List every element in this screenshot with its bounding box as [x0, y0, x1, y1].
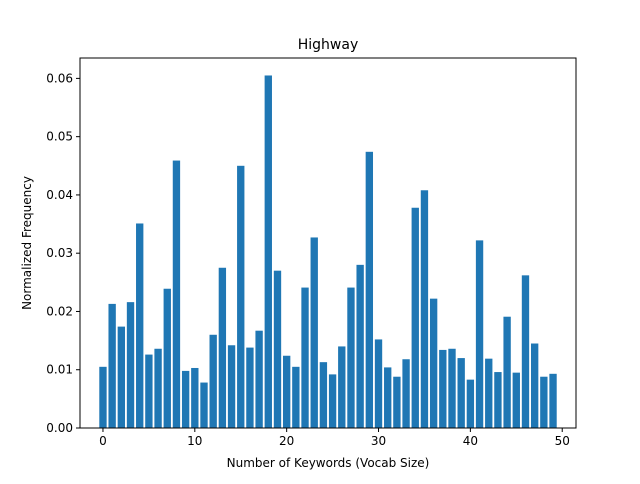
bar-11	[200, 382, 208, 428]
bar-42	[485, 358, 493, 428]
bar-19	[273, 270, 282, 428]
bar-31	[384, 367, 392, 428]
bar-3	[126, 302, 135, 428]
bar-12	[209, 334, 217, 428]
bar-22	[301, 287, 309, 428]
x-tick-label: 40	[463, 434, 478, 448]
y-tick-label: 0.03	[46, 246, 73, 260]
y-tick-label: 0.02	[46, 304, 73, 318]
bar-39	[457, 358, 465, 428]
y-tick-label: 0.05	[46, 130, 73, 144]
bar-40	[466, 379, 475, 428]
bar-48	[540, 376, 548, 428]
bar-6	[154, 348, 162, 428]
plot-frame	[79, 57, 577, 429]
bar-47	[530, 343, 539, 428]
bar-44	[503, 316, 511, 428]
bar-2	[117, 326, 126, 428]
bar-4	[136, 223, 144, 428]
bar-15	[237, 165, 245, 429]
bar-14	[227, 345, 236, 428]
y-tick-label: 0.01	[46, 363, 73, 377]
x-tick-label: 50	[555, 434, 570, 448]
y-tick-label: 0.04	[46, 188, 73, 202]
bar-38	[448, 348, 456, 428]
bar-28	[356, 264, 364, 428]
bar-36	[429, 298, 438, 428]
bar-29	[365, 151, 374, 428]
bar-30	[374, 339, 383, 428]
bar-33	[402, 359, 410, 428]
bar-25	[328, 374, 337, 428]
x-tick-label: 0	[99, 434, 107, 448]
bar-13	[218, 267, 227, 428]
bar-46	[521, 275, 530, 428]
bar-20	[282, 355, 291, 428]
bar-18	[264, 75, 272, 428]
chart-title: Highway	[298, 37, 359, 53]
bar-27	[347, 287, 355, 428]
bar-24	[319, 362, 328, 428]
bar-16	[246, 347, 254, 428]
bar-5	[145, 354, 153, 428]
bar-1	[108, 303, 116, 428]
bar-0	[99, 366, 107, 428]
bar-41	[475, 240, 484, 428]
bar-37	[439, 349, 447, 428]
bars-layer	[99, 75, 557, 429]
bar-17	[255, 330, 263, 428]
y-axis-label: Normalized Frequency	[20, 176, 34, 310]
x-axis-label: Number of Keywords (Vocab Size)	[227, 456, 430, 470]
bar-45	[512, 372, 520, 428]
x-tick-label: 20	[279, 434, 294, 448]
bar-26	[338, 346, 346, 428]
bar-10	[191, 367, 199, 428]
bar-7	[163, 288, 171, 428]
x-tick-label: 10	[187, 434, 202, 448]
bar-49	[549, 373, 557, 428]
bar-21	[292, 366, 300, 428]
ticks-layer: 0 10 20 30 40 50 0.00 0.01 0.02 0.03 0.04 0.05 0.06	[46, 71, 570, 448]
bar-43	[494, 372, 502, 428]
y-tick-label: 0.06	[46, 71, 73, 85]
bar-23	[310, 237, 318, 428]
bar-9	[181, 370, 190, 428]
bar-8	[172, 160, 181, 429]
bar-35	[420, 190, 429, 428]
bar-34	[411, 207, 419, 428]
x-tick-label: 30	[371, 434, 386, 448]
bar-32	[393, 376, 401, 428]
y-tick-label: 0.00	[46, 421, 73, 435]
